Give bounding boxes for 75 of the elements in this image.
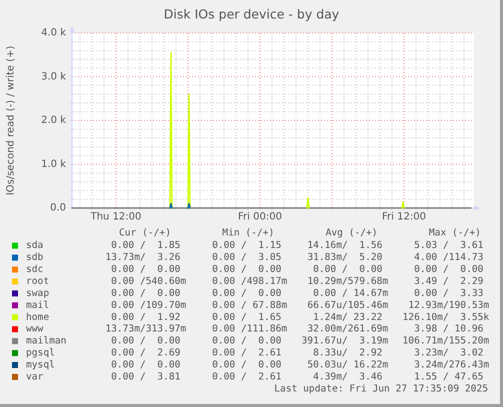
- x-tick-label: Thu 12:00: [90, 212, 142, 222]
- text: 0.00 / 0.00: [212, 264, 282, 276]
- text: 0.00 / 2.69: [111, 348, 181, 359]
- text: 126.10m/ 3.55k: [402, 312, 490, 323]
- text: 0.00 / 0.00: [212, 336, 282, 347]
- text: 0.00 / 1.92: [111, 312, 180, 323]
- text: 10.29m/579.68m: [307, 276, 388, 287]
- text: 3.23m/ 3.02: [414, 348, 484, 359]
- text: 13.73m/313.97m: [105, 324, 186, 335]
- text: 0.00 /540.60m: [111, 276, 186, 287]
- text: 0.00 /111.86m: [212, 324, 288, 335]
- text: 0.00 / 14.67m: [313, 288, 388, 299]
- text: 8.33u/ 2.92: [313, 348, 382, 359]
- text: 0.00 / 0.00: [414, 264, 484, 276]
- text: 14.16m/ 1.56: [307, 240, 383, 252]
- text: 31.83m/ 5.20: [307, 252, 383, 264]
- text: 32.00m/261.69m: [307, 324, 388, 335]
- text: Cur (-/+): [119, 228, 171, 238]
- text: 13.73m/ 3.26: [105, 252, 181, 264]
- text: 0.00 / 0.00: [111, 336, 181, 347]
- text: 1.55 / 47.65: [414, 371, 484, 382]
- legend-label: mail: [26, 300, 50, 311]
- chart-title: Disk IOs per device - by day: [164, 6, 340, 22]
- y-tick-label: 0.0: [50, 202, 66, 214]
- legend-label: mysql: [26, 360, 55, 370]
- legend-label: sdb: [26, 252, 44, 264]
- text: 0.00 / 2.61: [212, 371, 282, 382]
- text: 0.00 / 1.85: [111, 240, 180, 252]
- legend-label: sdc: [26, 264, 44, 276]
- text: 0.00 / 3.33: [414, 288, 484, 299]
- text: 0.00 / 0.00: [212, 360, 282, 370]
- text: 0.00 / 0.00: [111, 288, 181, 299]
- legend-label: home: [26, 312, 50, 323]
- text: 0.00 / 1.15: [212, 240, 282, 252]
- text: 0.00 / 0.00: [111, 264, 181, 276]
- legend-label: sda: [26, 240, 44, 252]
- legend-label: mailman: [26, 336, 66, 347]
- text: 0.00 / 0.00: [111, 360, 181, 370]
- text: 0.00 / 3.05: [212, 252, 282, 264]
- text: 4.39m/ 3.46: [313, 371, 383, 382]
- text: 66.67u/105.46m: [307, 300, 388, 311]
- x-tick-label: Fri 00:00: [238, 212, 282, 222]
- text: 391.67u/ 3.19m: [302, 336, 388, 347]
- y-tick-label: 4.0 k: [41, 28, 66, 38]
- text: 5.03 / 3.61: [414, 240, 484, 252]
- y-tick-label: 3.0 k: [41, 71, 66, 82]
- text: Avg (-/+): [326, 228, 378, 238]
- text: 3.49 / 2.29: [414, 276, 484, 287]
- text: 1.24m/ 23.22: [313, 312, 382, 323]
- legend-label: swap: [26, 288, 50, 299]
- legend-label: root: [26, 276, 50, 287]
- x-tick-label: Fri 12:00: [382, 212, 426, 222]
- text: 0.00 / 0.00: [212, 288, 282, 299]
- text: 106.71m/155.20m: [402, 336, 490, 347]
- text: 12.93m/190.53m: [408, 300, 490, 311]
- y-tick-label: 2.0 k: [41, 115, 66, 126]
- text: 3.98 / 10.96: [414, 324, 484, 335]
- y-tick-label: 1.0 k: [41, 158, 66, 170]
- legend-label: www: [26, 324, 44, 335]
- text: 0.00 / 1.65: [212, 312, 282, 323]
- text: 50.03u/ 16.22m: [307, 360, 388, 370]
- text: 0.00 / 2.61: [212, 348, 282, 359]
- text: 0.00 /498.17m: [212, 276, 288, 287]
- text: Max (-/+): [428, 228, 481, 238]
- text: 3.24m/276.43m: [414, 360, 490, 370]
- text: 0.00 / 0.00: [313, 264, 383, 276]
- text: Min (-/+): [222, 228, 274, 238]
- text: 0.00 / 67.88m: [212, 300, 288, 311]
- legend-label: var: [26, 371, 44, 382]
- text: Last update: Fri Jun 27 17:35:09 2025: [274, 384, 488, 394]
- text: 4.00 /114.73: [414, 252, 484, 264]
- text: 0.00 /109.70m: [111, 300, 186, 311]
- y-axis-title: IOs/second read (-) / write (+): [6, 46, 16, 196]
- legend-label: pgsql: [26, 348, 55, 359]
- text: 0.00 / 3.81: [111, 371, 181, 382]
